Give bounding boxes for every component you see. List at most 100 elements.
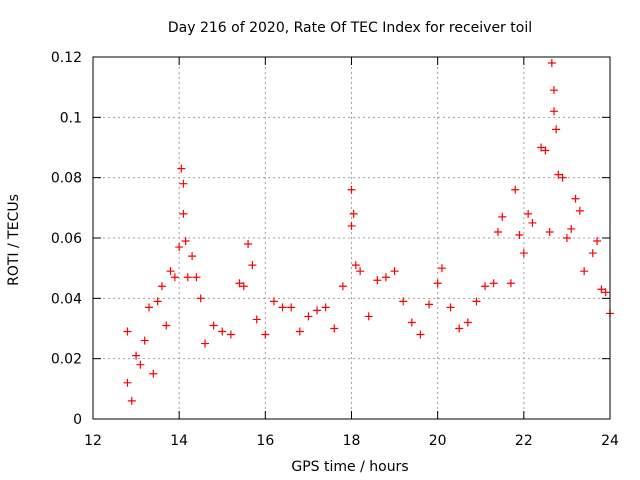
y-tick-label: 0.1 [60, 110, 82, 126]
data-point [192, 273, 201, 282]
data-point [196, 294, 205, 303]
data-point [528, 218, 537, 227]
y-tick-label: 0.08 [51, 171, 82, 187]
data-point [567, 224, 576, 233]
data-point [295, 327, 304, 336]
x-axis-label: GPS time / hours [291, 459, 408, 475]
data-point [313, 306, 322, 315]
data-point [575, 206, 584, 215]
data-point [162, 321, 171, 330]
data-point [381, 273, 390, 282]
data-point [183, 273, 192, 282]
data-point [506, 279, 515, 288]
data-point [181, 237, 190, 246]
data-point [330, 324, 339, 333]
data-point [364, 312, 373, 321]
x-tick-label: 14 [170, 433, 188, 449]
data-point [157, 282, 166, 291]
data-point [455, 324, 464, 333]
data-point [515, 230, 524, 239]
data-point [145, 303, 154, 312]
data-point [347, 221, 356, 230]
data-point [248, 261, 257, 270]
grid-lines [93, 57, 610, 419]
data-point [601, 288, 610, 297]
data-point [175, 243, 184, 252]
data-point [373, 276, 382, 285]
data-point [201, 339, 210, 348]
data-point [433, 279, 442, 288]
data-point [541, 146, 550, 155]
y-tick-label: 0.06 [51, 231, 82, 247]
data-point [218, 327, 227, 336]
data-point [549, 86, 558, 95]
data-point [321, 303, 330, 312]
y-tick-label: 0.04 [51, 291, 82, 307]
data-point [177, 164, 186, 173]
data-point [558, 173, 567, 182]
data-point [511, 185, 520, 194]
data-point [489, 279, 498, 288]
data-point [472, 297, 481, 306]
data-point [545, 227, 554, 236]
data-point [524, 209, 533, 218]
data-point [498, 212, 507, 221]
axis-ticks: 0 0.02 0.04 0.06 0.08 0.1 0.12 12 14 16 18 20 22 24 [51, 50, 619, 449]
data-point [554, 170, 563, 179]
data-point [597, 285, 606, 294]
data-point [580, 267, 589, 276]
data-point [481, 282, 490, 291]
data-point [261, 330, 270, 339]
data-point [239, 282, 248, 291]
data-point [407, 318, 416, 327]
data-point [235, 279, 244, 288]
data-point [571, 194, 580, 203]
data-point [593, 237, 602, 246]
data-point [493, 227, 502, 236]
y-tick-label: 0.12 [51, 50, 82, 66]
x-tick-label: 16 [256, 433, 274, 449]
data-point [136, 360, 145, 369]
data-point [416, 330, 425, 339]
data-point [179, 179, 188, 188]
data-points [123, 59, 614, 405]
data-point [338, 282, 347, 291]
data-point [149, 369, 158, 378]
data-point [287, 303, 296, 312]
data-point [269, 297, 278, 306]
data-point [425, 300, 434, 309]
data-point [519, 249, 528, 258]
data-point [349, 209, 358, 218]
data-point [347, 185, 356, 194]
chart-title: Day 216 of 2020, Rate Of TEC Index for r… [168, 20, 532, 36]
data-point [351, 261, 360, 270]
data-point [437, 264, 446, 273]
x-tick-label: 22 [515, 433, 533, 449]
data-point [252, 315, 261, 324]
data-point [356, 267, 365, 276]
y-axis-label: ROTI / TECUs [6, 194, 22, 286]
x-tick-label: 12 [84, 433, 102, 449]
data-point [166, 267, 175, 276]
data-point [549, 107, 558, 116]
data-point [304, 312, 313, 321]
y-tick-label: 0 [73, 412, 82, 428]
data-point [446, 303, 455, 312]
x-tick-label: 20 [429, 433, 447, 449]
data-point [127, 396, 136, 405]
data-point [132, 351, 141, 360]
x-tick-label: 18 [343, 433, 361, 449]
data-point [226, 330, 235, 339]
data-point [537, 143, 546, 152]
data-point [399, 297, 408, 306]
data-point [140, 336, 149, 345]
x-tick-label: 24 [601, 433, 619, 449]
data-point [209, 321, 218, 330]
data-point [153, 297, 162, 306]
data-point [244, 240, 253, 249]
data-point [170, 273, 179, 282]
data-point [390, 267, 399, 276]
data-point [123, 327, 132, 336]
data-point [123, 378, 132, 387]
